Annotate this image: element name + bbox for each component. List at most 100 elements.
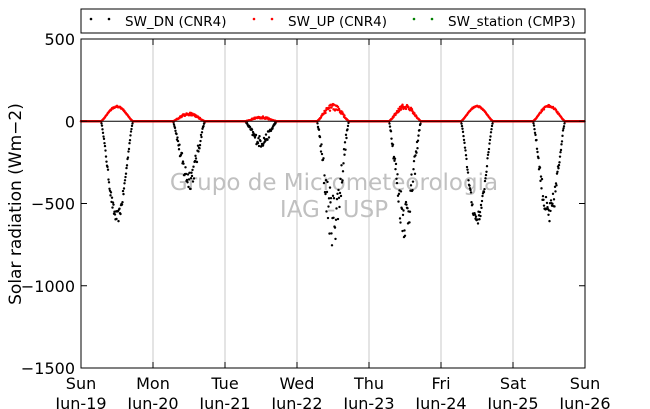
- data-point: [129, 130, 133, 133]
- data-point: [474, 215, 478, 218]
- data-point: [328, 109, 332, 112]
- data-point: [404, 200, 408, 204]
- data-point: [250, 128, 254, 131]
- data-point: [476, 222, 480, 225]
- data-point: [329, 196, 333, 200]
- data-point: [326, 216, 330, 220]
- data-point: [181, 160, 185, 163]
- data-point: [248, 125, 252, 129]
- data-point: [490, 124, 494, 128]
- data-point: [542, 198, 545, 201]
- data-point: [536, 150, 539, 154]
- data-point: [551, 202, 554, 206]
- data-point: [399, 221, 402, 224]
- data-point: [332, 216, 335, 219]
- data-point: [108, 187, 111, 190]
- data-point: [343, 141, 347, 144]
- y-tick-label: −1000: [21, 277, 75, 296]
- data-point: [339, 177, 342, 181]
- data-point: [460, 122, 463, 125]
- data-point: [326, 180, 329, 184]
- data-point: [469, 191, 473, 194]
- data-point: [117, 219, 120, 223]
- data-point: [557, 167, 560, 170]
- data-point: [391, 143, 395, 146]
- data-point: [413, 112, 416, 115]
- x-tick-date-label: Jun-22: [270, 394, 322, 409]
- data-point: [125, 166, 128, 170]
- data-point: [330, 106, 333, 109]
- data-point: [175, 132, 178, 136]
- data-point: [393, 157, 397, 160]
- data-point: [416, 139, 420, 142]
- data-point: [319, 150, 323, 153]
- data-point: [127, 150, 130, 153]
- data-point: [562, 125, 566, 128]
- data-point: [480, 199, 484, 203]
- data-point: [335, 207, 338, 210]
- data-point: [194, 157, 198, 160]
- data-point: [267, 136, 271, 139]
- data-point: [340, 164, 343, 167]
- data-point: [346, 128, 349, 131]
- data-point: [411, 188, 414, 192]
- legend-marker: [252, 17, 256, 21]
- data-point: [188, 171, 191, 175]
- data-point: [122, 187, 126, 190]
- data-point: [185, 178, 189, 182]
- data-point: [392, 155, 396, 159]
- data-point: [190, 174, 194, 178]
- data-point: [337, 196, 341, 200]
- data-point: [327, 197, 331, 200]
- data-point: [538, 166, 542, 169]
- legend-label: SW_DN (CNR4): [125, 14, 226, 30]
- data-point: [551, 192, 555, 196]
- y-axis: 500 0 −500 −1000 −1500: [21, 30, 585, 378]
- data-point: [340, 181, 344, 184]
- data-point: [254, 133, 258, 137]
- data-point: [482, 190, 486, 194]
- data-point: [413, 172, 417, 176]
- data-point: [462, 134, 465, 138]
- data-point: [202, 124, 205, 128]
- data-point: [335, 197, 339, 201]
- data-point: [539, 179, 542, 183]
- data-point: [462, 138, 466, 142]
- data-point: [466, 171, 470, 174]
- data-point: [549, 209, 552, 213]
- data-point: [479, 214, 482, 218]
- data-point: [130, 124, 134, 128]
- data-point: [331, 194, 335, 198]
- data-point: [545, 201, 549, 205]
- data-point: [330, 244, 334, 247]
- data-point: [537, 156, 540, 160]
- data-point: [544, 195, 548, 199]
- data-point: [189, 176, 193, 180]
- data-point: [337, 188, 340, 192]
- data-point: [330, 232, 333, 235]
- data-point: [196, 144, 200, 147]
- data-point: [192, 165, 195, 168]
- data-point: [397, 200, 400, 203]
- data-point: [191, 180, 195, 183]
- data-point: [176, 136, 179, 139]
- data-point: [103, 141, 106, 145]
- data-point: [329, 201, 332, 204]
- data-point: [182, 162, 185, 165]
- data-point: [194, 154, 197, 158]
- x-axis: SunJun-19MonJun-20TueJun-21WedJun-22ThuJ…: [54, 39, 611, 409]
- data-point: [317, 128, 321, 131]
- data-point: [341, 179, 344, 182]
- data-point: [486, 157, 489, 160]
- data-point: [198, 143, 202, 147]
- data-point: [532, 124, 536, 127]
- data-point: [339, 194, 343, 198]
- x-tick-date-label: Jun-26: [558, 394, 610, 409]
- data-point: [393, 159, 396, 162]
- data-point: [405, 203, 408, 206]
- data-point: [257, 144, 261, 148]
- x-tick-date-label: Jun-21: [198, 394, 250, 409]
- data-point: [397, 192, 401, 196]
- data-point: [561, 129, 565, 132]
- data-point: [539, 175, 543, 178]
